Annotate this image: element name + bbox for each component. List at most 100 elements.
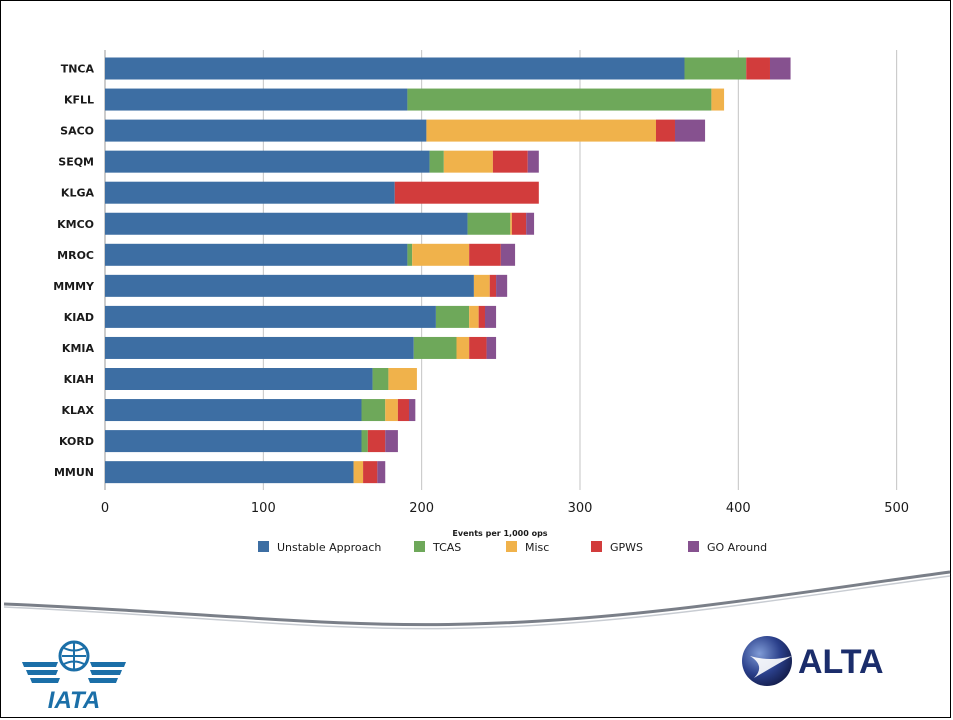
category-label: KIAD bbox=[64, 311, 94, 324]
bar-mmun-misc bbox=[353, 461, 364, 484]
category-label: MMUN bbox=[54, 466, 94, 479]
bar-kiah-tcas bbox=[372, 368, 389, 390]
bar-kiah-misc bbox=[388, 368, 417, 390]
bar-saco-gpws bbox=[655, 119, 675, 142]
bar-klax-go-around bbox=[408, 399, 416, 422]
bar-mmmy-gpws bbox=[489, 274, 497, 297]
bar-kmco-unstable-approach bbox=[105, 212, 468, 235]
legend-label: Unstable Approach bbox=[277, 541, 381, 554]
x-tick-label: 300 bbox=[568, 501, 593, 516]
bar-seqm-misc bbox=[443, 150, 493, 173]
bar-seqm-go-around bbox=[527, 150, 539, 173]
legend-swatch bbox=[414, 541, 425, 552]
bar-kmco-tcas bbox=[467, 212, 511, 235]
bar-mmun-go-around bbox=[377, 461, 386, 484]
bar-klga-unstable-approach bbox=[105, 181, 395, 204]
bar-kiad-go-around bbox=[484, 305, 497, 328]
bar-tnca-tcas bbox=[684, 57, 747, 80]
category-label: SEQM bbox=[58, 156, 94, 169]
bar-kfll-misc bbox=[711, 88, 725, 111]
bar-kfll-tcas bbox=[407, 88, 712, 111]
legend-label: GO Around bbox=[707, 541, 767, 554]
bar-mroc-go-around bbox=[500, 243, 516, 266]
bar-kmia-gpws bbox=[469, 336, 487, 359]
x-tick-labels: 0 100 200 300 400 500 bbox=[101, 501, 909, 516]
bar-kord-unstable-approach bbox=[105, 430, 362, 453]
category-label: KMIA bbox=[62, 342, 95, 355]
legend-swatch bbox=[591, 541, 602, 552]
bar-kmco-gpws bbox=[511, 212, 527, 235]
category-label: MROC bbox=[57, 249, 94, 262]
bar-saco-unstable-approach bbox=[105, 119, 427, 142]
bar-mroc-tcas bbox=[407, 243, 413, 266]
x-axis-label: Events per 1,000 ops bbox=[452, 529, 547, 538]
category-labels: TNCA KFLL SACO SEQM KLGA KMCO MROC MMMY KIAD KMIA… bbox=[53, 63, 95, 480]
x-tick-label: 100 bbox=[251, 501, 276, 516]
category-label: KLGA bbox=[61, 187, 95, 200]
x-tick-label: 0 bbox=[101, 501, 109, 516]
iata-logo: IATA bbox=[22, 640, 126, 712]
legend-swatch bbox=[688, 541, 699, 552]
bar-kord-tcas bbox=[361, 430, 368, 453]
bar-klax-unstable-approach bbox=[105, 399, 362, 422]
legend-label: GPWS bbox=[610, 541, 643, 554]
bar-mroc-misc bbox=[412, 243, 470, 266]
bar-seqm-gpws bbox=[492, 150, 528, 173]
category-label: KFLL bbox=[64, 94, 94, 107]
bar-mroc-gpws bbox=[469, 243, 501, 266]
legend-label: Misc bbox=[525, 541, 549, 554]
category-label: TNCA bbox=[61, 63, 95, 76]
alta-logo: ALTA bbox=[742, 636, 884, 686]
bar-klga-gpws bbox=[394, 181, 539, 204]
x-tick-label: 200 bbox=[409, 501, 434, 516]
bar-mmmy-misc bbox=[473, 274, 490, 297]
iata-logo-text: IATA bbox=[48, 687, 100, 712]
category-label: SACO bbox=[60, 125, 94, 138]
bar-kmco-misc bbox=[510, 212, 512, 235]
bar-kmia-go-around bbox=[486, 336, 497, 359]
bars bbox=[105, 57, 791, 484]
bar-kord-gpws bbox=[367, 430, 386, 453]
bar-tnca-go-around bbox=[769, 57, 791, 80]
category-label: KLAX bbox=[61, 404, 94, 417]
bar-tnca-unstable-approach bbox=[105, 57, 685, 80]
bar-kiad-misc bbox=[469, 305, 479, 328]
category-label: KIAH bbox=[64, 373, 94, 386]
category-label: KMCO bbox=[57, 218, 94, 231]
bar-kiah-unstable-approach bbox=[105, 368, 373, 390]
bar-mmun-unstable-approach bbox=[105, 461, 354, 484]
bar-saco-misc bbox=[426, 119, 656, 142]
bar-tnca-gpws bbox=[746, 57, 770, 80]
bar-kmia-unstable-approach bbox=[105, 336, 414, 359]
bar-mmmy-unstable-approach bbox=[105, 274, 474, 297]
legend-label: TCAS bbox=[432, 541, 461, 554]
bar-seqm-tcas bbox=[429, 150, 444, 173]
bar-kiad-gpws bbox=[478, 305, 485, 328]
bar-kfll-unstable-approach bbox=[105, 88, 408, 111]
bar-klax-misc bbox=[385, 399, 398, 422]
x-tick-label: 400 bbox=[726, 501, 751, 516]
category-label: KORD bbox=[59, 435, 94, 448]
bar-kiad-tcas bbox=[435, 305, 470, 328]
alta-logo-text: ALTA bbox=[798, 643, 884, 681]
decorative-swoosh bbox=[3, 570, 951, 627]
bar-mroc-unstable-approach bbox=[105, 243, 408, 266]
bar-kiad-unstable-approach bbox=[105, 305, 436, 328]
grid-lines bbox=[104, 50, 898, 490]
category-label: MMMY bbox=[53, 280, 95, 293]
bar-klax-gpws bbox=[397, 399, 409, 422]
bar-kord-go-around bbox=[385, 430, 398, 453]
legend-swatch bbox=[506, 541, 517, 552]
bar-mmmy-go-around bbox=[496, 274, 508, 297]
bar-saco-go-around bbox=[674, 119, 706, 142]
bar-kmia-misc bbox=[456, 336, 470, 359]
bar-kmia-tcas bbox=[413, 336, 457, 359]
bar-mmun-gpws bbox=[363, 461, 378, 484]
bar-klax-tcas bbox=[361, 399, 386, 422]
legend-swatch bbox=[258, 541, 269, 552]
bar-kmco-go-around bbox=[526, 212, 535, 235]
bar-seqm-unstable-approach bbox=[105, 150, 430, 173]
x-tick-label: 500 bbox=[884, 501, 909, 516]
